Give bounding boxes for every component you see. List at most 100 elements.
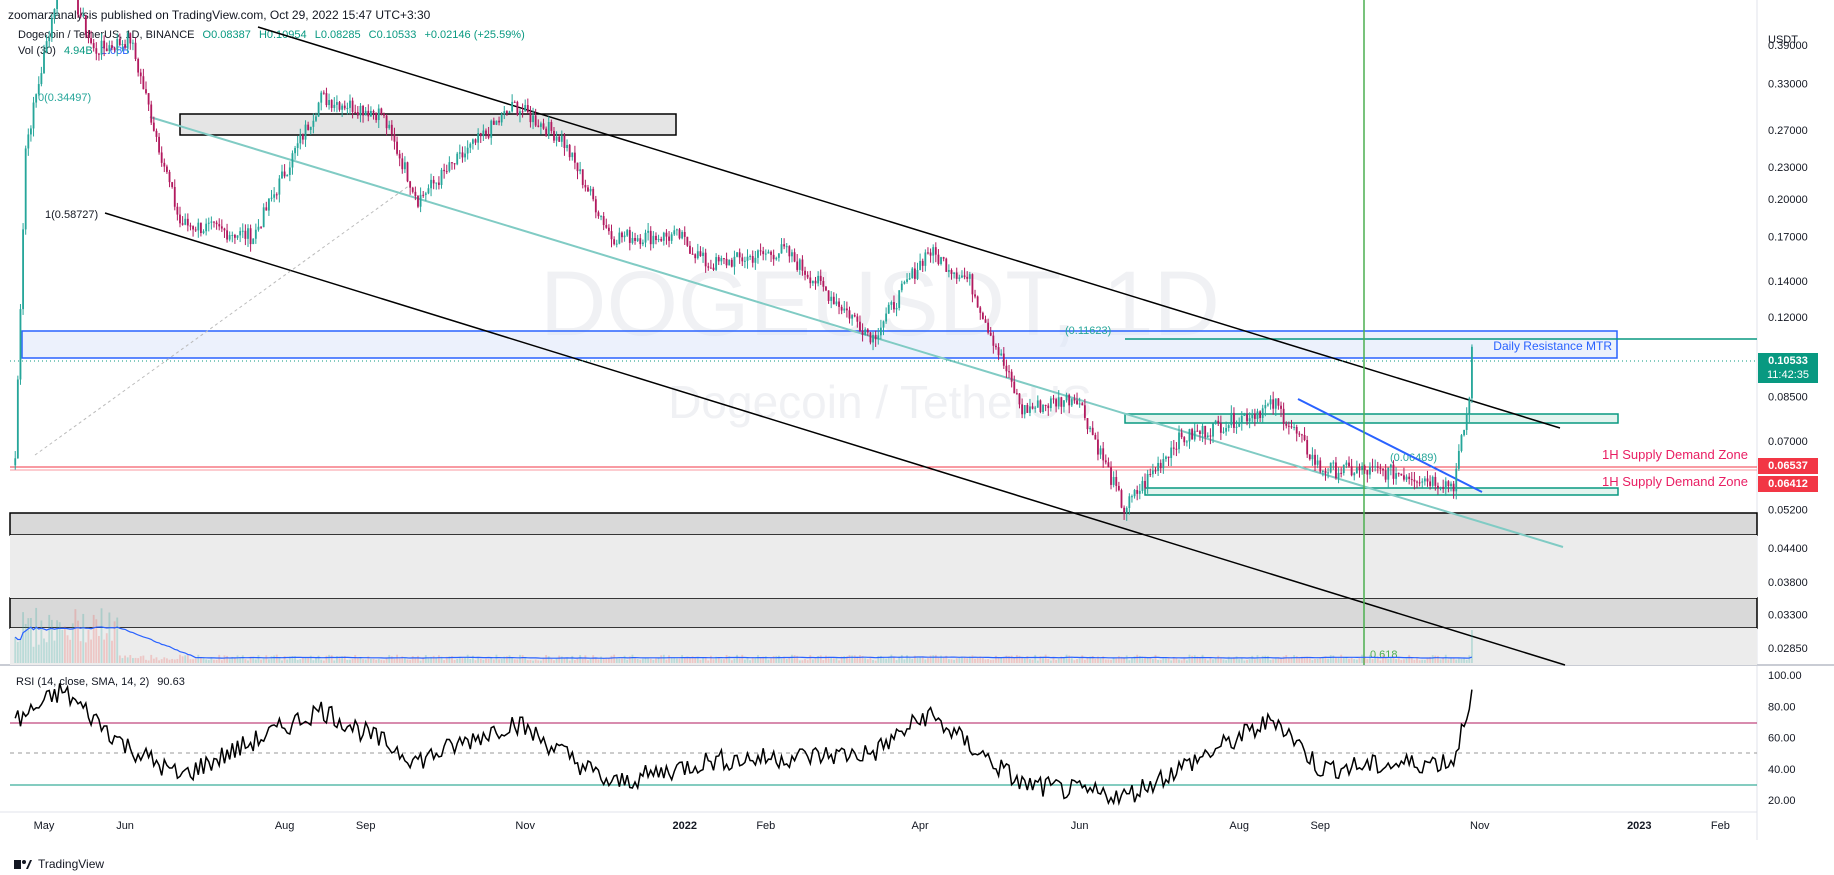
volume-bar: [437, 655, 440, 663]
volume-bar: [173, 659, 176, 663]
candle-body: [725, 258, 728, 266]
volume-bar: [1091, 656, 1094, 663]
symbol-name[interactable]: Dogecoin / TetherUS, 1D, BINANCE: [18, 29, 195, 41]
support-band-lower[interactable]: [9, 597, 1758, 629]
time-tick-label: 2023: [1627, 820, 1651, 832]
volume-bar: [401, 656, 404, 663]
volume-bar: [647, 657, 650, 663]
candle-body: [898, 290, 901, 308]
volume-bar: [375, 659, 378, 663]
daily-resistance-zone[interactable]: [21, 330, 1618, 359]
price-tick-label: 0.39000: [1768, 40, 1808, 52]
candle-body: [1431, 476, 1434, 486]
volume-bar: [686, 656, 689, 663]
candle-body: [1240, 415, 1243, 423]
candle-body: [916, 269, 919, 279]
volume-bar: [1342, 657, 1345, 663]
fib-trend-dashed: [34, 184, 411, 456]
candle-body: [1363, 465, 1366, 471]
volume-bar: [301, 657, 304, 663]
candle-body: [116, 39, 119, 50]
volume-bar: [220, 660, 223, 663]
candle-body: [1389, 464, 1392, 468]
fib-mid-label: (0.11623): [1065, 325, 1111, 337]
volume-bar: [1379, 660, 1382, 663]
volume-bar: [1444, 654, 1447, 663]
support-band-upper[interactable]: [9, 512, 1758, 536]
volume-bar: [458, 656, 461, 663]
candle-body: [202, 231, 205, 234]
candle-body: [623, 235, 626, 238]
blue-trendline[interactable]: [1297, 398, 1483, 493]
volume-bar: [35, 607, 38, 663]
candle-body: [798, 259, 801, 270]
price-tick-label: 0.33000: [1768, 79, 1808, 91]
green-zone-upper[interactable]: [1124, 413, 1619, 424]
channel-lower-line[interactable]: [104, 212, 1566, 666]
volume-bar: [1125, 655, 1128, 663]
candle-body: [197, 222, 200, 231]
candle-body: [173, 186, 176, 207]
volume-bar: [1348, 658, 1350, 663]
channel-mid-line[interactable]: [149, 116, 1564, 548]
rsi-axis[interactable]: 100.00 80.00 60.00 40.00 20.00: [1768, 670, 1802, 807]
candle-body: [35, 94, 38, 103]
volume-bar: [1214, 657, 1217, 663]
candle-body: [770, 251, 772, 255]
volume-bar: [1267, 655, 1269, 663]
volume-bar: [955, 658, 958, 663]
volume-bar: [592, 655, 595, 663]
volume-bar: [623, 655, 626, 663]
candle-body: [594, 199, 597, 213]
candle-body: [1387, 467, 1390, 480]
volume-bar: [1144, 656, 1146, 663]
candle-body: [1395, 473, 1398, 479]
volume-bar: [730, 660, 733, 663]
candle-body: [689, 245, 691, 254]
candle-body: [1039, 400, 1042, 413]
time-axis[interactable]: May Jun Aug Sep Nov 2022 Feb Apr Jun Aug Sep Nov 202…: [34, 820, 1730, 832]
candle-body: [53, 9, 56, 18]
volume-bar: [409, 659, 412, 663]
volume-bar: [1301, 656, 1303, 663]
ohlc-change: +0.02146 (+25.59%): [424, 29, 525, 41]
volume-bar: [247, 660, 249, 663]
volume-bar: [712, 659, 715, 663]
candle-body: [257, 226, 260, 230]
volume-bar: [924, 659, 927, 663]
candle-body: [338, 102, 341, 110]
footer-brand[interactable]: TradingView: [14, 857, 104, 871]
volume-bar: [1089, 656, 1092, 663]
candle-body: [1340, 472, 1343, 474]
candle-body: [335, 102, 338, 105]
volume-bar: [317, 655, 320, 663]
volume-bar: [1243, 660, 1246, 663]
candle-body: [1290, 426, 1293, 428]
volume-bar: [320, 659, 323, 663]
last-price-value: 0.10533: [1768, 355, 1808, 367]
volume-bar: [403, 657, 406, 663]
volume-bar: [1180, 660, 1183, 663]
candle-body: [1136, 490, 1139, 494]
volume-bar: [16, 642, 19, 663]
rsi-tick-label: 60.00: [1768, 733, 1796, 745]
candle-body: [1285, 423, 1288, 426]
candle-body: [79, 14, 82, 17]
volume-bar: [563, 658, 566, 663]
candle-body: [443, 169, 446, 172]
volume-bar: [194, 658, 197, 663]
candle-body: [495, 120, 498, 125]
fib-0-label: 0(0.34497): [38, 92, 91, 104]
volume-bar: [825, 655, 827, 663]
price-axis[interactable]: 0.39000 0.33000 0.27000 0.23000 0.20000 0.170…: [1768, 40, 1808, 655]
supply-box[interactable]: [179, 113, 677, 136]
candle-body: [872, 334, 874, 343]
candle-body: [539, 123, 542, 127]
volume-bar: [1389, 657, 1392, 663]
candle-body: [137, 59, 140, 73]
candle-body: [417, 196, 419, 207]
candle-body: [1117, 485, 1120, 491]
volume-bar: [406, 659, 409, 663]
volume-bar: [129, 655, 132, 663]
